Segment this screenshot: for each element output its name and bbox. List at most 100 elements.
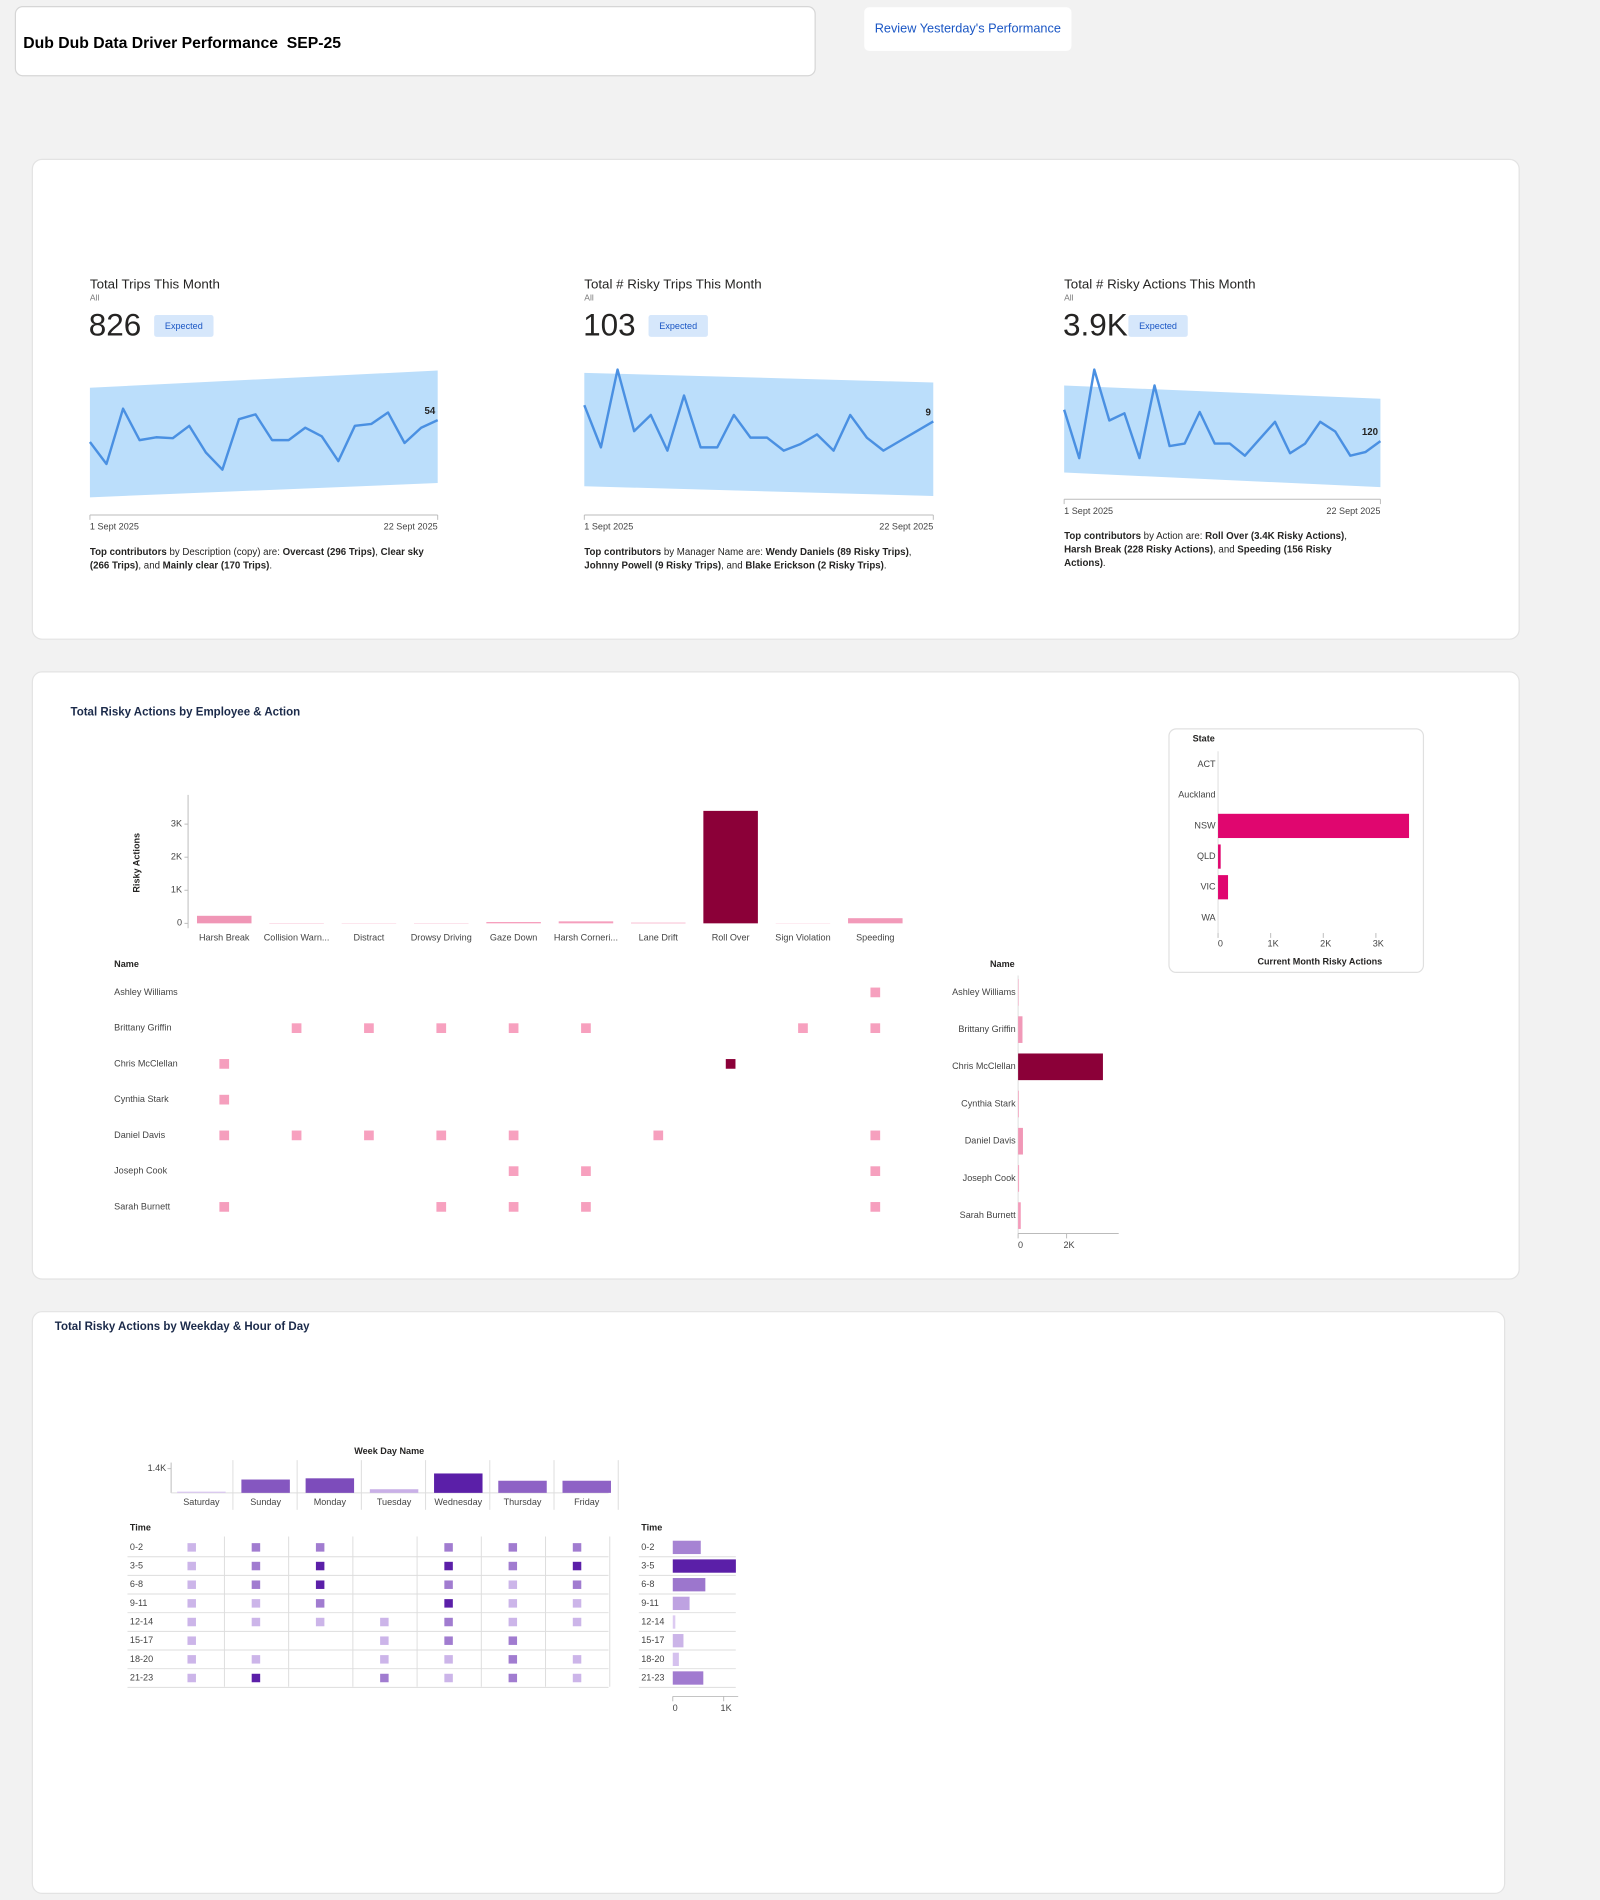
bar (672, 1578, 706, 1592)
row-label: 15-17 (130, 1635, 153, 1645)
y-tick-label: Joseph Cook (963, 1173, 1016, 1183)
summary-part: by Description (copy) are: (166, 546, 283, 558)
kpi-title: Total Trips This Month (90, 276, 220, 291)
row-label: Chris McClellan (114, 1058, 178, 1068)
matrix-cell (315, 1599, 325, 1608)
matrix-cell (436, 1130, 447, 1141)
summary-part: by Manager Name are: (661, 546, 766, 558)
matrix-cell (508, 1543, 518, 1552)
summary-part: , (908, 546, 912, 558)
x-tick-label: 22 Sept 2025 (1326, 506, 1380, 516)
review-button[interactable]: Review Yesterday's Performance (864, 7, 1072, 51)
y-tick-label: WA (1201, 912, 1216, 922)
matrix-cell (380, 1617, 389, 1627)
forecast-band (584, 372, 934, 496)
matrix-cell (508, 1580, 518, 1589)
x-tick-label: Thursday (504, 1497, 542, 1507)
bar (1018, 1053, 1103, 1081)
state-panel (1168, 728, 1425, 974)
summary-part: . (1102, 557, 1106, 569)
y-tick-label: 1K (171, 885, 182, 895)
bar (486, 922, 541, 924)
trend-line (1063, 368, 1382, 460)
matrix-cell (251, 1655, 261, 1664)
row-label: 3-5 (130, 1560, 143, 1570)
chart-header: Name (990, 959, 1015, 969)
matrix-cell (364, 1130, 374, 1141)
kpi-badge-label: Expected (165, 321, 203, 331)
last-value-label: 9 (925, 408, 931, 419)
summary-text: Top contributors by Action are: Roll Ove… (1064, 530, 1361, 570)
y-tick-label: VIC (1200, 882, 1216, 892)
kpi-filter: All (1064, 292, 1074, 302)
bar (672, 1652, 679, 1667)
summary-part: . (883, 559, 887, 571)
x-tick-label: Tuesday (377, 1497, 412, 1507)
kpi-badge (154, 315, 214, 337)
matrix-cell (219, 1130, 230, 1141)
chart-header: Time (641, 1522, 662, 1532)
matrix-cell (251, 1673, 261, 1683)
row-label: 21-23 (130, 1672, 153, 1682)
matrix-cell (251, 1599, 261, 1608)
bar (672, 1671, 704, 1685)
bar (1018, 1127, 1023, 1155)
matrix-cell (870, 1202, 881, 1212)
y-tick-label: 12-14 (641, 1616, 664, 1626)
y-tick-label: NSW (1194, 820, 1216, 830)
y-tick-label: 18-20 (641, 1654, 664, 1664)
bar (672, 1615, 676, 1629)
x-tick-label: 1 Sept 2025 (1064, 506, 1113, 516)
matrix-cell (251, 1617, 261, 1627)
matrix-cell (380, 1673, 389, 1683)
summary-part: Blake Erickson (2 Risky Trips) (745, 559, 884, 571)
bar (1218, 875, 1229, 900)
matrix-cell (870, 1023, 881, 1034)
kpi-value: 826 (89, 306, 142, 342)
button-background[interactable] (864, 7, 1072, 51)
matrix-cell (444, 1599, 453, 1608)
row-label: Brittany Griffin (114, 1023, 171, 1033)
x-tick-label: 3K (1373, 938, 1384, 948)
matrix-cell (380, 1655, 389, 1664)
matrix-cell (187, 1617, 196, 1627)
matrix-cell (508, 1655, 518, 1664)
section-title: Total Risky Actions by Employee & Action (71, 707, 301, 719)
bar (177, 1491, 226, 1493)
row-label: Sarah Burnett (114, 1201, 170, 1211)
matrix-cell (444, 1561, 453, 1571)
summary-part: Wendy Daniels (89 Risky Trips) (765, 546, 909, 558)
x-tick-label: Roll Over (712, 932, 750, 942)
matrix-cell (508, 1617, 518, 1627)
y-axis-title: Risky Actions (132, 833, 142, 893)
kpi-summary: Top contributors by Action are: Roll Ove… (1064, 530, 1361, 570)
summary-part: Top contributors (1064, 530, 1141, 542)
kpi-filter: All (90, 292, 100, 302)
bar (1018, 1090, 1019, 1118)
button-label[interactable]: Review Yesterday's Performance (875, 20, 1061, 35)
bar (848, 918, 903, 924)
y-tick-label: Daniel Davis (965, 1136, 1016, 1146)
matrix-cell (315, 1580, 325, 1589)
trend-line (88, 407, 439, 471)
summary-part: by Action are: (1140, 530, 1206, 542)
matrix-cell (251, 1543, 261, 1552)
y-tick-label: 6-8 (641, 1579, 654, 1589)
y-tick-label: 3-5 (641, 1560, 654, 1570)
matrix-cell (572, 1655, 582, 1664)
bar (434, 1473, 483, 1493)
x-tick-label: 1 Sept 2025 (90, 522, 139, 532)
bar (498, 1480, 547, 1493)
y-tick-label: 0-2 (641, 1542, 654, 1552)
forecast-band (89, 370, 438, 498)
matrix-cell (572, 1673, 582, 1683)
row-label: Cynthia Stark (114, 1094, 169, 1104)
matrix-cell (291, 1130, 302, 1141)
matrix-cell (219, 1202, 230, 1212)
x-tick-label: 0 (1218, 938, 1223, 948)
chart-header: State (1193, 734, 1215, 744)
bar (672, 1559, 736, 1573)
summary-part: Harsh Break (228 Risky Actions) (1064, 544, 1214, 555)
x-tick-label: Sign Violation (775, 932, 830, 942)
